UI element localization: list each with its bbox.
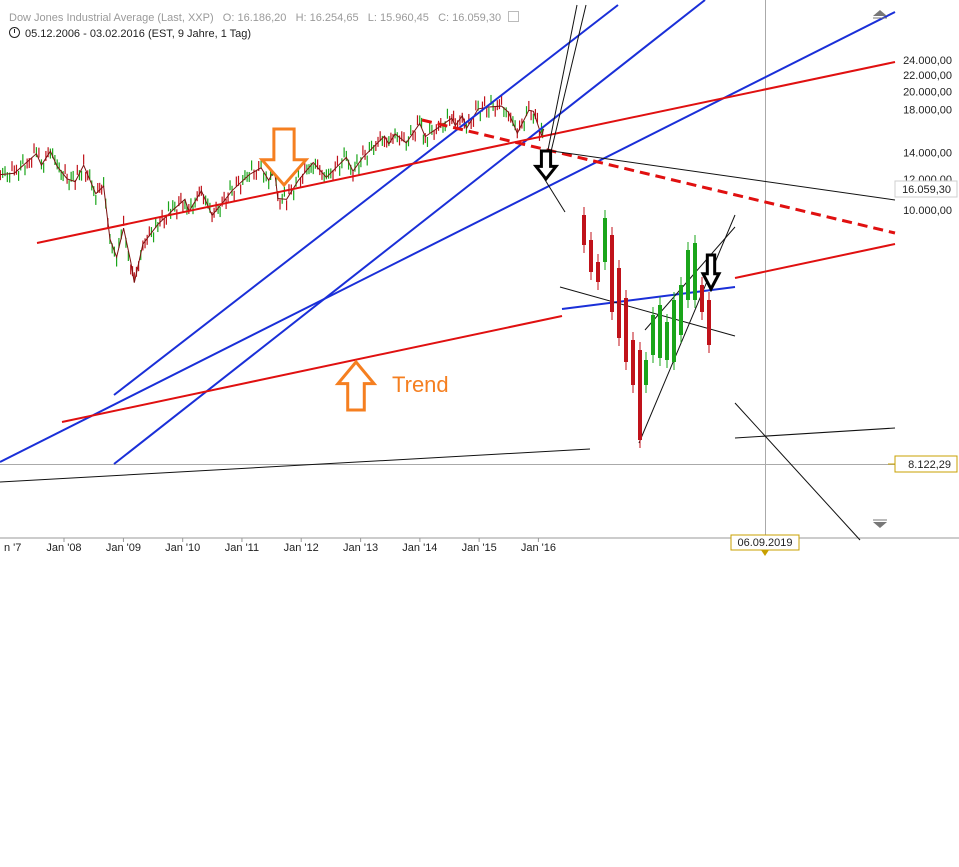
projected-candle (644, 360, 648, 385)
y-tick-label: 10.000,00 (903, 205, 952, 217)
y-tick-label: 20.000,00 (903, 86, 952, 98)
badge-label: 06.09.2019 (737, 537, 792, 549)
black-trendline (559, 286, 736, 337)
black-trendline (548, 4, 587, 161)
date-marker-pointer (761, 550, 769, 556)
badge-box (894, 180, 958, 198)
low-value: L: 15.960,45 (367, 12, 429, 24)
projected-candle (672, 300, 676, 362)
badge-label: 8.122,29 (908, 459, 951, 471)
low-price-badge: 8.122,29 (894, 455, 958, 473)
projected-candle (658, 305, 662, 358)
chart-header: Dow Jones Industrial Average (Last, XXP)… (9, 10, 520, 24)
black-trendline (544, 149, 896, 201)
x-tick-label: n '7 (4, 542, 21, 554)
down-arrow-icon (258, 127, 310, 188)
blue-trendline (561, 286, 736, 310)
x-tick-label: Jan '15 (462, 542, 497, 554)
projected-candle (617, 268, 621, 338)
x-tick-label: Jan '10 (165, 542, 200, 554)
x-tick-label: Jan '13 (343, 542, 378, 554)
date-range-text: 05.12.2006 - 03.02.2016 (EST, 9 Jahre, 1… (25, 28, 252, 40)
projected-candle (707, 300, 711, 345)
black-trendline (734, 427, 896, 439)
clock-icon (9, 27, 20, 38)
instrument-title: Dow Jones Industrial Average (Last, XXP) (9, 12, 214, 24)
x-tick-label: Jan '14 (402, 542, 437, 554)
red-trendline (36, 61, 896, 244)
date-marker-badge: 06.09.2019 (730, 534, 800, 556)
price-series-group (0, 94, 544, 283)
projected-candle (589, 240, 593, 272)
projected-candle (582, 215, 586, 245)
x-tick-label: Jan '09 (106, 542, 141, 554)
y-tick-label: 22.000,00 (903, 70, 952, 82)
settings-square-icon[interactable] (508, 11, 520, 22)
red-trendline (734, 243, 896, 279)
trend-annotation: Trend (392, 372, 449, 397)
black-trendline (734, 402, 861, 541)
date-range: 05.12.2006 - 03.02.2016 (EST, 9 Jahre, 1… (9, 26, 251, 40)
black-trendline (545, 4, 578, 161)
y-tick-label: 24.000,00 (903, 55, 952, 67)
projected-candle (693, 243, 697, 300)
blue-trendline (113, 4, 619, 396)
up-arrow-icon (334, 359, 378, 412)
red-dashed-trendline (421, 118, 896, 235)
projected-candle (686, 250, 690, 300)
projected-candle (603, 218, 607, 262)
black-trendline (638, 214, 736, 444)
blue-trendline (0, 11, 896, 463)
badge-label: 16.059,30 (902, 184, 951, 196)
y-tick-label: 18.000,00 (903, 104, 952, 116)
x-tick-label: Jan '11 (225, 542, 259, 554)
projected-candle (651, 315, 655, 355)
x-tick-label: Jan '16 (521, 542, 556, 554)
projected-candle (665, 322, 669, 360)
projected-candle (596, 262, 600, 282)
open-value: O: 16.186,20 (222, 12, 287, 24)
x-tick-label: Jan '08 (46, 542, 81, 554)
y-tick-label: 14.000,00 (903, 147, 952, 159)
projected-candle (638, 350, 642, 440)
projected-candle (610, 235, 614, 312)
last-price-badge: 16.059,30 (894, 180, 958, 198)
down-arrow-icon (700, 253, 722, 293)
black-trendline (0, 448, 591, 483)
projected-candle (700, 285, 704, 312)
projected-candle (679, 285, 683, 335)
projected-candle (624, 298, 628, 362)
x-tick-label: Jan '12 (284, 542, 319, 554)
scroll-up-icon (873, 10, 887, 16)
close-value: C: 16.059,30 (438, 12, 502, 24)
blue-trendline (113, 0, 706, 465)
scroll-down-icon (873, 522, 887, 528)
high-value: H: 16.254,65 (295, 12, 359, 24)
down-arrow-icon (532, 149, 560, 182)
red-trendline (61, 315, 563, 423)
projected-candle (631, 340, 635, 385)
